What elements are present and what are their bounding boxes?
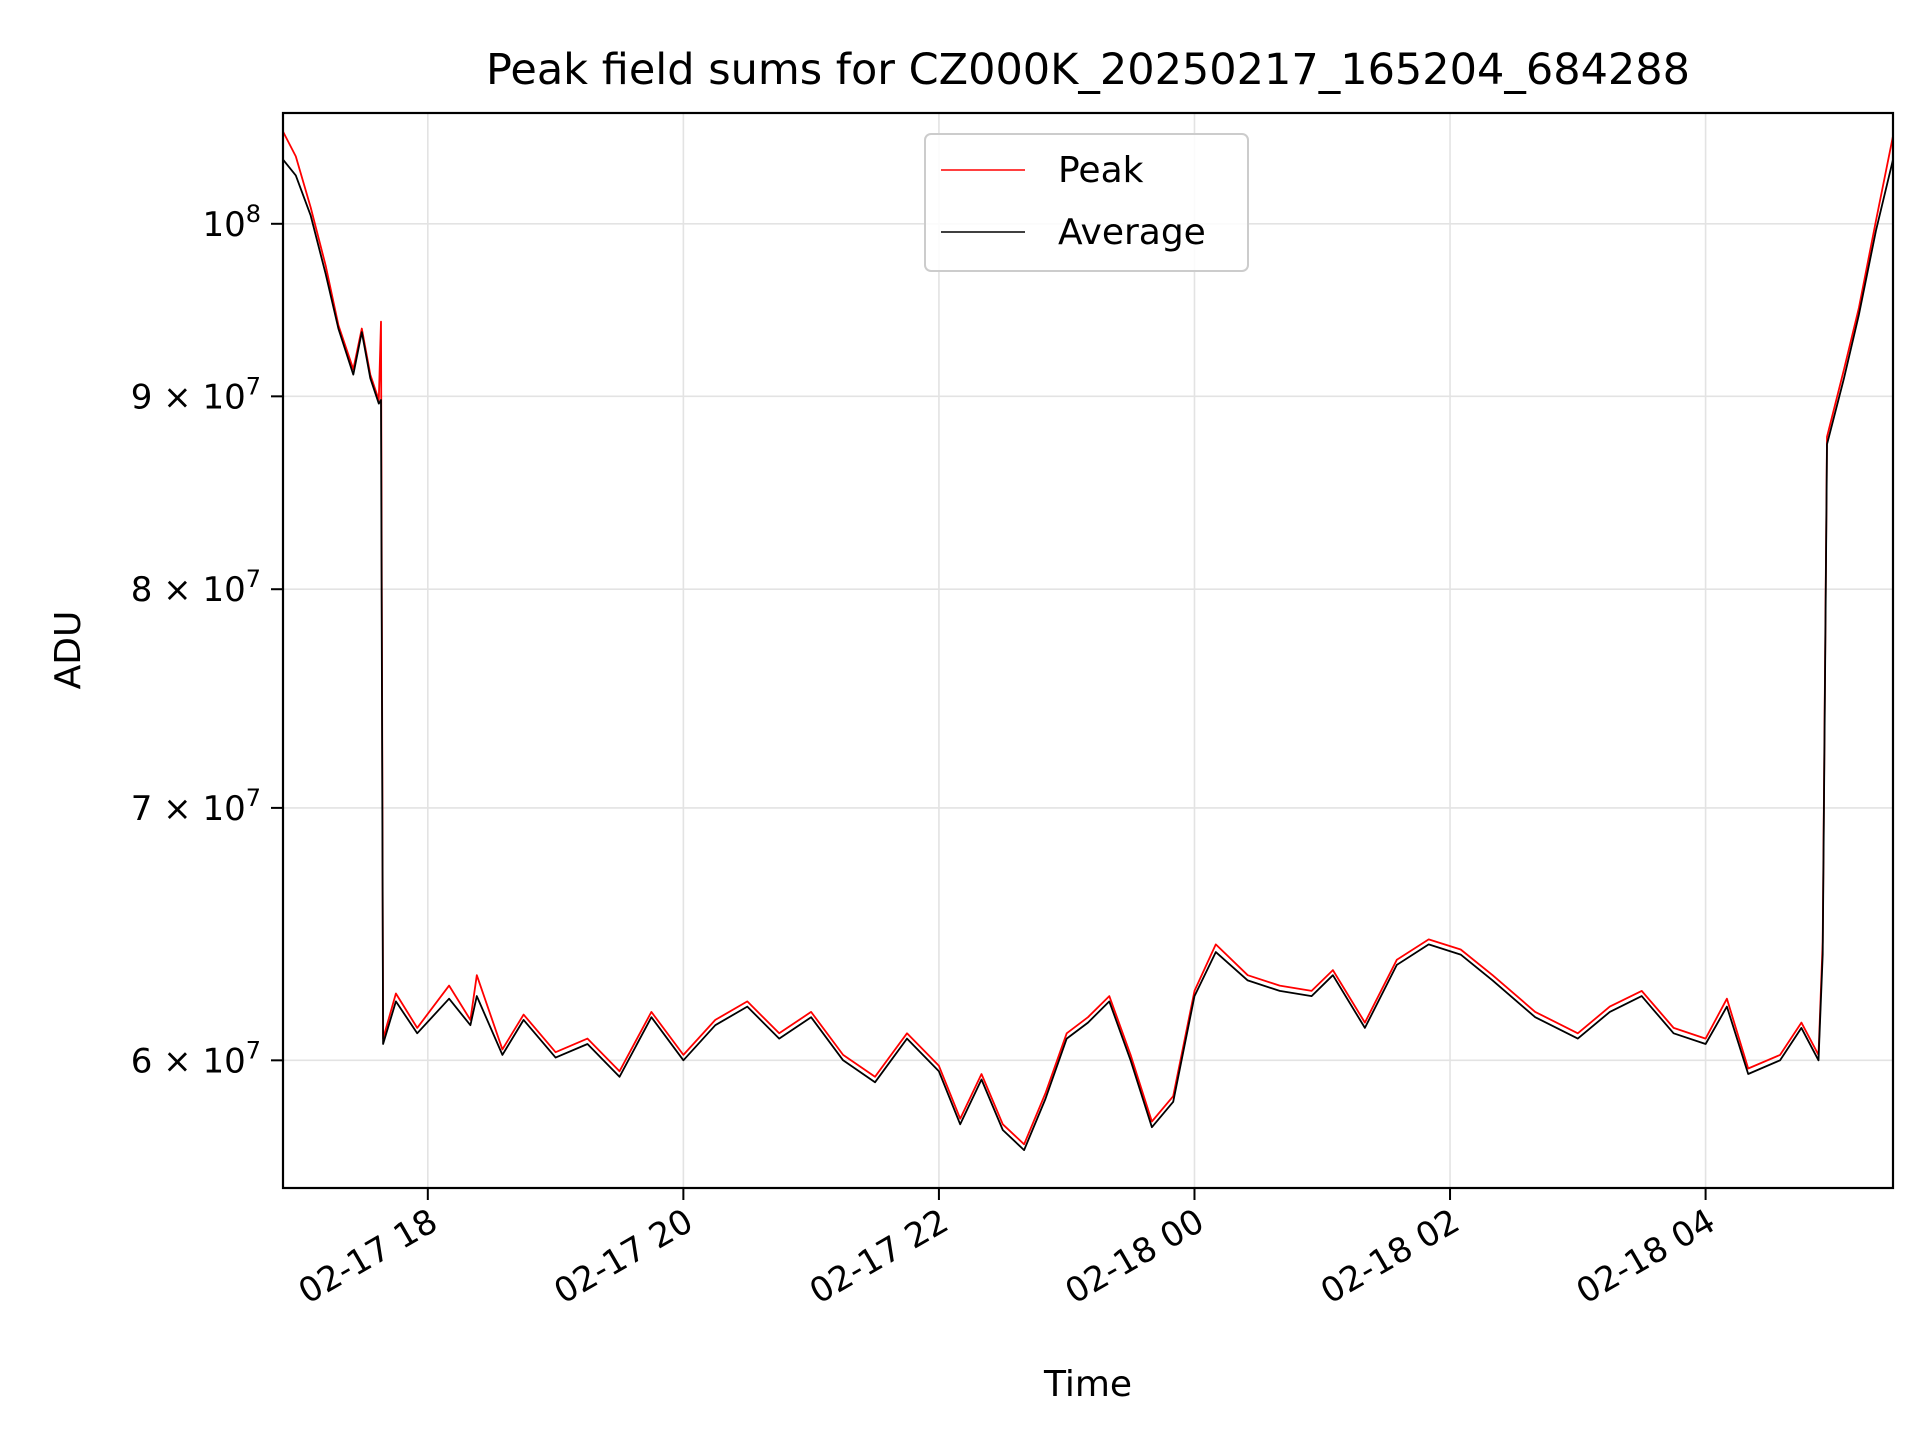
series-line-peak xyxy=(282,131,1894,1146)
grid xyxy=(283,113,1893,1188)
legend-label-peak: Peak xyxy=(1058,150,1144,191)
legend: Peak Average xyxy=(924,133,1249,272)
y-tick-label: 108 xyxy=(202,200,261,245)
y-tick-label: 6 × 107 xyxy=(131,1036,261,1081)
y-axis-ticks: 6 × 107 7 × 107 8 × 107 9 × 107 108 xyxy=(131,200,283,1081)
legend-label-average: Average xyxy=(1058,212,1206,253)
x-axis-label: Time xyxy=(1043,1364,1132,1405)
plot-frame xyxy=(281,111,1895,1190)
chart-title: Peak field sums for CZ000K_20250217_1652… xyxy=(486,45,1690,95)
series-line-average xyxy=(282,159,1894,1151)
y-tick-label: 9 × 107 xyxy=(131,372,261,417)
y-tick-label: 8 × 107 xyxy=(131,565,261,610)
y-axis-label: ADU xyxy=(48,611,89,690)
y-tick-label: 7 × 107 xyxy=(131,784,261,829)
legend-box xyxy=(924,133,1249,272)
series-layer xyxy=(282,131,1894,1151)
